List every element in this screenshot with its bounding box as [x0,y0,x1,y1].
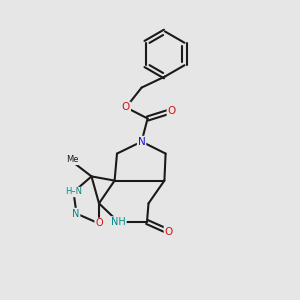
Text: Me: Me [66,155,78,164]
Text: O: O [95,218,103,229]
Text: N: N [72,208,80,219]
Text: O: O [122,102,130,112]
Text: H–N: H–N [65,188,82,196]
Text: O: O [164,226,173,237]
Text: NH: NH [111,217,126,227]
Text: O: O [167,106,176,116]
Text: N: N [138,136,146,147]
